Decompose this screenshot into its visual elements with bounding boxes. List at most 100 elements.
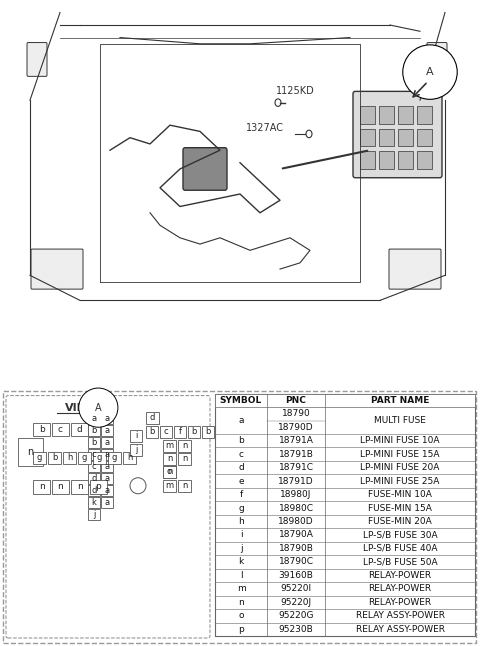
Bar xyxy=(88,413,100,424)
Text: h: h xyxy=(67,453,72,462)
Bar xyxy=(71,422,88,435)
Text: f: f xyxy=(179,427,181,436)
Text: 18791D: 18791D xyxy=(278,477,314,486)
Text: a: a xyxy=(105,462,109,471)
Bar xyxy=(163,480,176,492)
Text: g: g xyxy=(97,453,102,462)
Bar xyxy=(360,151,375,169)
Bar xyxy=(178,480,191,492)
Text: b: b xyxy=(238,436,244,445)
FancyBboxPatch shape xyxy=(353,91,442,178)
Text: LP-MINI FUSE 10A: LP-MINI FUSE 10A xyxy=(360,436,440,445)
Text: m: m xyxy=(237,585,245,594)
Text: a: a xyxy=(105,426,109,435)
Text: d: d xyxy=(150,413,155,422)
Text: a: a xyxy=(105,438,109,446)
Bar xyxy=(48,452,61,464)
Text: 18980J: 18980J xyxy=(280,490,312,499)
FancyBboxPatch shape xyxy=(27,43,47,76)
Text: 18980C: 18980C xyxy=(278,504,313,512)
Text: LP-MINI FUSE 25A: LP-MINI FUSE 25A xyxy=(360,477,440,486)
Text: SYMBOL: SYMBOL xyxy=(220,396,262,405)
Text: A: A xyxy=(426,67,434,77)
Text: m: m xyxy=(166,481,174,490)
Bar xyxy=(71,480,88,494)
Text: b: b xyxy=(192,427,197,436)
Text: i: i xyxy=(135,431,137,440)
Text: p: p xyxy=(96,483,101,491)
Text: l: l xyxy=(240,571,242,580)
Text: 95220G: 95220G xyxy=(278,611,314,620)
Bar xyxy=(101,437,113,448)
Bar xyxy=(379,107,394,124)
Bar xyxy=(78,452,91,464)
Bar xyxy=(215,393,475,407)
Text: a: a xyxy=(91,413,96,422)
Bar xyxy=(398,107,413,124)
Bar xyxy=(360,129,375,147)
Text: b: b xyxy=(91,438,96,446)
Text: a: a xyxy=(238,416,244,425)
Bar xyxy=(178,440,191,452)
Text: 95230B: 95230B xyxy=(278,625,313,634)
FancyBboxPatch shape xyxy=(427,43,447,76)
Text: LP-MINI FUSE 20A: LP-MINI FUSE 20A xyxy=(360,463,440,472)
Text: b: b xyxy=(52,453,57,462)
Text: a: a xyxy=(105,474,109,483)
Bar xyxy=(18,438,43,466)
Bar xyxy=(101,413,113,424)
Text: e: e xyxy=(238,477,244,486)
Text: o: o xyxy=(238,611,244,620)
Text: A: A xyxy=(95,402,102,413)
Text: LP-S/B FUSE 30A: LP-S/B FUSE 30A xyxy=(363,530,437,539)
Text: a: a xyxy=(105,413,109,422)
Text: RELAY-POWER: RELAY-POWER xyxy=(369,598,432,607)
Text: LP-S/B FUSE 50A: LP-S/B FUSE 50A xyxy=(363,557,437,567)
FancyBboxPatch shape xyxy=(389,249,441,289)
Text: b: b xyxy=(205,427,211,436)
Text: n: n xyxy=(182,454,187,463)
Text: k: k xyxy=(92,498,96,506)
Bar xyxy=(123,452,136,464)
Text: n: n xyxy=(238,598,244,607)
Bar xyxy=(174,426,186,438)
Text: FUSE-MIN 20A: FUSE-MIN 20A xyxy=(368,517,432,526)
Text: 18791B: 18791B xyxy=(278,450,313,459)
Text: 18980D: 18980D xyxy=(278,517,314,526)
Bar xyxy=(101,461,113,472)
Text: 18790C: 18790C xyxy=(278,557,313,567)
Bar xyxy=(146,412,159,424)
Bar xyxy=(379,129,394,147)
Text: d: d xyxy=(77,424,83,433)
Bar xyxy=(33,422,50,435)
Text: c: c xyxy=(92,462,96,471)
Text: f: f xyxy=(240,490,242,499)
Text: c: c xyxy=(239,450,243,459)
Text: n: n xyxy=(182,441,187,450)
Text: n: n xyxy=(167,454,172,463)
FancyBboxPatch shape xyxy=(183,148,227,190)
Bar xyxy=(188,426,200,438)
Text: g: g xyxy=(82,453,87,462)
Bar xyxy=(33,452,46,464)
Text: j: j xyxy=(93,510,95,519)
Text: 1327AC: 1327AC xyxy=(246,123,284,134)
Text: 95220I: 95220I xyxy=(280,585,312,594)
Text: j: j xyxy=(135,445,137,454)
Bar xyxy=(163,440,176,452)
Bar xyxy=(163,466,176,478)
Bar xyxy=(202,426,214,438)
Text: 39160B: 39160B xyxy=(278,571,313,580)
Text: RELAY ASSY-POWER: RELAY ASSY-POWER xyxy=(356,625,444,634)
Text: 18790: 18790 xyxy=(282,410,311,419)
Text: n: n xyxy=(58,483,63,491)
Bar xyxy=(63,452,76,464)
Bar xyxy=(379,151,394,169)
Text: PNC: PNC xyxy=(286,396,306,405)
Text: 18790D: 18790D xyxy=(278,422,314,432)
Text: b: b xyxy=(149,427,155,436)
Text: RELAY-POWER: RELAY-POWER xyxy=(369,585,432,594)
Text: m: m xyxy=(166,441,174,450)
Text: 95220J: 95220J xyxy=(280,598,312,607)
Text: MULTI FUSE: MULTI FUSE xyxy=(374,416,426,425)
